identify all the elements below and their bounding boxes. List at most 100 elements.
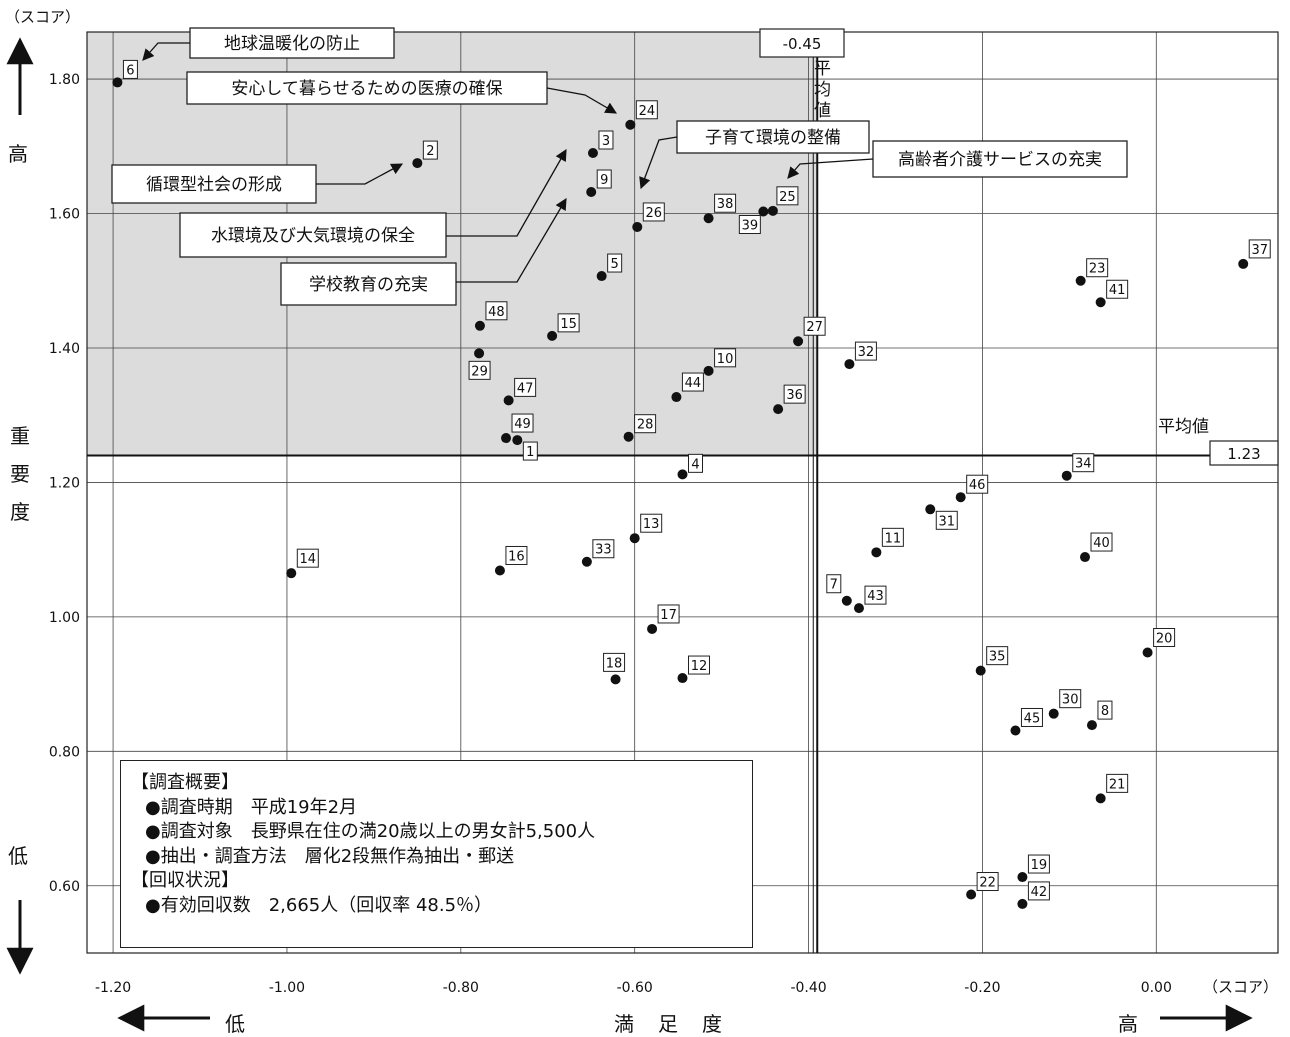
data-point-46 — [955, 492, 966, 503]
data-point-20 — [1142, 647, 1153, 658]
point-label-2: 2 — [426, 144, 434, 159]
data-point-48 — [474, 320, 485, 331]
data-point-4 — [677, 469, 688, 480]
point-label-8: 8 — [1101, 704, 1109, 719]
callout-label-6: 地球温暖化の防止 — [224, 34, 360, 54]
point-label-7: 7 — [830, 578, 838, 593]
point-label-box-2 — [422, 140, 438, 160]
mean-x-vertical-label: 均 — [814, 80, 831, 100]
point-label-45: 45 — [1024, 711, 1041, 726]
point-label-10: 10 — [717, 352, 734, 367]
data-point-35 — [975, 665, 986, 676]
callout-box-24 — [186, 71, 548, 105]
data-point-16 — [494, 565, 505, 576]
point-label-box-16 — [505, 545, 528, 565]
point-label-box-1 — [522, 441, 538, 461]
point-label-5: 5 — [611, 257, 619, 272]
x-high-label: 高 — [1118, 1012, 1138, 1036]
data-point-11 — [871, 547, 882, 558]
point-label-21: 21 — [1109, 777, 1126, 792]
data-point-37 — [1238, 258, 1249, 269]
summary-line-period: ●調査時期 平成19年2月 — [145, 796, 358, 818]
y-tick-label: 1.80 — [49, 72, 80, 88]
point-label-box-34 — [1072, 453, 1095, 473]
point-label-49: 49 — [514, 417, 531, 432]
point-label-box-11 — [881, 527, 904, 547]
y-axis-label-char-1: 重 — [10, 424, 30, 448]
point-label-43: 43 — [867, 589, 884, 604]
point-label-box-14 — [296, 548, 319, 568]
point-label-box-39 — [738, 214, 761, 234]
point-label-6: 6 — [126, 63, 134, 78]
point-label-30: 30 — [1062, 693, 1079, 708]
point-label-box-30 — [1059, 689, 1082, 709]
point-label-box-12 — [688, 655, 710, 675]
point-label-19: 19 — [1031, 858, 1048, 873]
point-label-box-21 — [1106, 773, 1129, 793]
y-tick-label: 1.40 — [49, 341, 80, 357]
point-label-36: 36 — [786, 388, 803, 403]
data-point-26 — [632, 221, 643, 232]
point-label-box-5 — [607, 253, 623, 273]
point-label-box-45 — [1020, 707, 1043, 727]
data-point-15 — [547, 330, 558, 341]
point-label-47: 47 — [517, 381, 534, 396]
point-label-box-9 — [596, 169, 612, 189]
point-label-box-31 — [935, 510, 958, 530]
point-label-18: 18 — [606, 656, 623, 671]
point-label-33: 33 — [595, 543, 612, 558]
y-axis-label-char-3: 度 — [10, 500, 30, 524]
point-label-box-22 — [976, 872, 999, 892]
point-label-20: 20 — [1156, 631, 1173, 646]
data-point-30 — [1048, 708, 1059, 719]
data-point-40 — [1080, 552, 1091, 563]
x-tick-label: -1.20 — [95, 980, 131, 996]
point-label-15: 15 — [560, 317, 577, 332]
data-point-32 — [844, 359, 855, 370]
summary-line-method: ●抽出・調査方法 層化2段無作為抽出・郵送 — [145, 845, 515, 867]
point-label-box-18 — [603, 652, 626, 672]
callout-leader-25 — [787, 158, 874, 179]
data-point-42 — [1017, 898, 1028, 909]
mean-y-value-box — [1209, 440, 1279, 466]
point-label-box-19 — [1027, 854, 1050, 874]
point-label-box-46 — [966, 474, 989, 494]
data-point-29 — [474, 348, 485, 359]
data-point-6 — [112, 77, 123, 88]
point-label-box-17 — [657, 604, 680, 624]
callout-leader-2 — [316, 163, 404, 185]
point-label-29: 29 — [471, 364, 488, 379]
data-point-12 — [677, 673, 688, 684]
y-high-label: 高 — [8, 142, 28, 166]
point-label-24: 24 — [639, 104, 656, 119]
data-point-24 — [625, 119, 636, 130]
data-point-13 — [629, 533, 640, 544]
point-label-46: 46 — [969, 478, 986, 493]
callout-leader-9 — [456, 197, 567, 283]
point-label-12: 12 — [691, 659, 708, 674]
data-point-39 — [758, 206, 769, 217]
point-label-22: 22 — [979, 876, 996, 891]
data-point-2 — [412, 158, 423, 169]
data-point-47 — [503, 395, 514, 406]
mean-y-text: 平均値 — [1158, 417, 1209, 437]
data-point-23 — [1075, 275, 1086, 286]
y-axis-label-char-2: 要 — [10, 462, 30, 486]
point-label-box-49 — [511, 413, 534, 433]
summary-line-collected: ●有効回収数 2,665人（回収率 48.5％） — [145, 894, 493, 916]
data-point-28 — [623, 431, 634, 442]
point-label-box-32 — [854, 341, 877, 361]
x-tick-label: -0.40 — [790, 980, 826, 996]
data-point-25 — [767, 205, 778, 216]
callout-label-24: 安心して暮らせるための医療の確保 — [231, 79, 502, 99]
point-label-28: 28 — [637, 418, 654, 433]
callout-label-2: 循環型社会の形成 — [146, 175, 282, 195]
point-label-34: 34 — [1075, 457, 1092, 472]
point-label-31: 31 — [938, 514, 955, 529]
callout-box-9 — [280, 262, 457, 306]
data-point-44 — [671, 392, 682, 403]
callout-box-26 — [676, 120, 870, 154]
callout-box-3 — [179, 212, 447, 258]
data-point-1 — [512, 435, 523, 446]
data-point-41 — [1095, 297, 1106, 308]
